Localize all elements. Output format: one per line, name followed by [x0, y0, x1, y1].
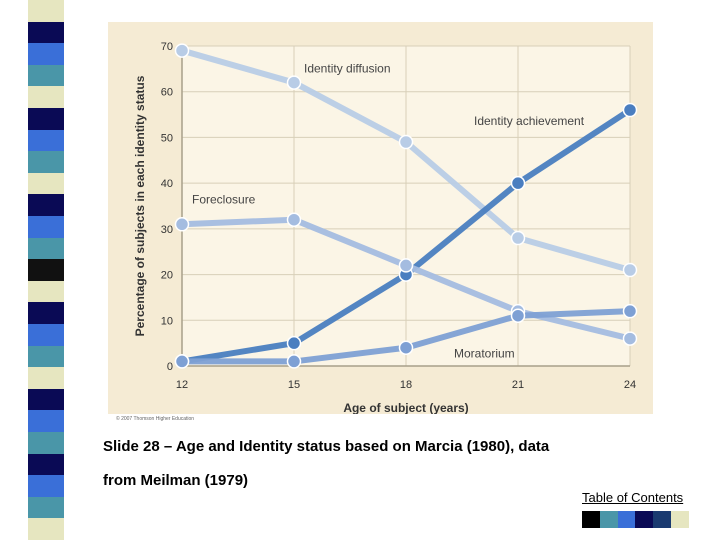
stripe-block [28, 151, 64, 174]
data-point [286, 354, 302, 369]
data-point [622, 102, 638, 118]
chart-figure: 0 10 20 30 40 50 60 70 12 15 18 21 24 Age of subject … [108, 22, 653, 414]
y-tick-label: 70 [161, 41, 173, 53]
series-label: Moratorium [454, 347, 515, 361]
stripe-block [28, 129, 64, 152]
slide-caption-line-2: from Meilman (1979) [103, 472, 249, 489]
color-swatch [617, 511, 636, 528]
data-point [510, 230, 526, 246]
stripe-block [28, 367, 64, 390]
y-tick-label: 30 [161, 224, 173, 236]
data-point [510, 308, 526, 323]
data-point [398, 340, 414, 355]
copyright-text: © 2007 Thomson Higher Education [116, 416, 195, 422]
data-point [286, 212, 302, 227]
line-chart: 0 10 20 30 40 50 60 70 12 15 18 21 24 Age of subject … [133, 41, 638, 414]
table-of-contents-link[interactable]: Table of Contents [582, 490, 684, 505]
series-label: Identity achievement [474, 114, 585, 128]
y-tick-label: 10 [161, 315, 173, 327]
stripe-block [28, 259, 64, 282]
stripe-block [28, 280, 64, 303]
y-tick-label: 20 [161, 270, 173, 282]
stripe-block [28, 302, 64, 325]
stripe-block [28, 108, 64, 131]
data-point [174, 43, 190, 58]
stripe-block [28, 86, 64, 109]
x-tick-label: 24 [624, 379, 636, 391]
y-tick-label: 0 [167, 361, 173, 373]
data-point [398, 134, 414, 150]
data-point [286, 75, 302, 90]
stripe-block [28, 43, 64, 66]
data-point [174, 217, 190, 232]
stripe-block [28, 194, 64, 217]
data-point [174, 354, 190, 369]
stripe-block [28, 475, 64, 498]
color-swatch [599, 511, 618, 528]
slide-caption-line-1: Slide 28 – Age and Identity status based… [103, 438, 550, 455]
x-axis-label: Age of subject (years) [343, 401, 468, 414]
y-axis-label: Percentage of subjects in each identity … [133, 75, 147, 336]
stripe-block [28, 518, 64, 540]
stripe-block [28, 453, 64, 476]
color-swatch [582, 511, 600, 528]
series-label: Identity diffusion [304, 62, 391, 76]
stripe-block [28, 64, 64, 87]
stripe-block [28, 388, 64, 411]
data-point [622, 331, 638, 346]
stripe-block [28, 496, 64, 519]
color-swatch [688, 511, 707, 528]
stripe-block [28, 345, 64, 368]
y-tick-label: 40 [161, 178, 173, 190]
x-tick-label: 18 [400, 379, 412, 391]
series-label: Foreclosure [192, 192, 256, 206]
x-tick-label: 12 [176, 379, 188, 391]
decorative-stripe [28, 0, 64, 540]
data-point [622, 303, 638, 319]
color-swatch [635, 511, 654, 528]
data-point [622, 262, 638, 278]
stripe-block [28, 432, 64, 455]
x-tick-label: 21 [512, 379, 524, 391]
y-tick-label: 50 [161, 132, 173, 144]
stripe-block [28, 410, 64, 433]
stripe-block [28, 237, 64, 260]
stripe-block [28, 216, 64, 239]
color-swatch [671, 511, 689, 528]
color-swatch [653, 511, 671, 528]
color-swatch-bar [582, 511, 707, 528]
y-tick-label: 60 [161, 87, 173, 99]
data-point [398, 258, 414, 273]
stripe-block [28, 172, 64, 195]
x-tick-label: 15 [288, 379, 300, 391]
data-point [286, 335, 302, 351]
data-point [510, 175, 526, 191]
stripe-block [28, 324, 64, 347]
stripe-block [28, 0, 64, 23]
stripe-block [28, 21, 64, 44]
